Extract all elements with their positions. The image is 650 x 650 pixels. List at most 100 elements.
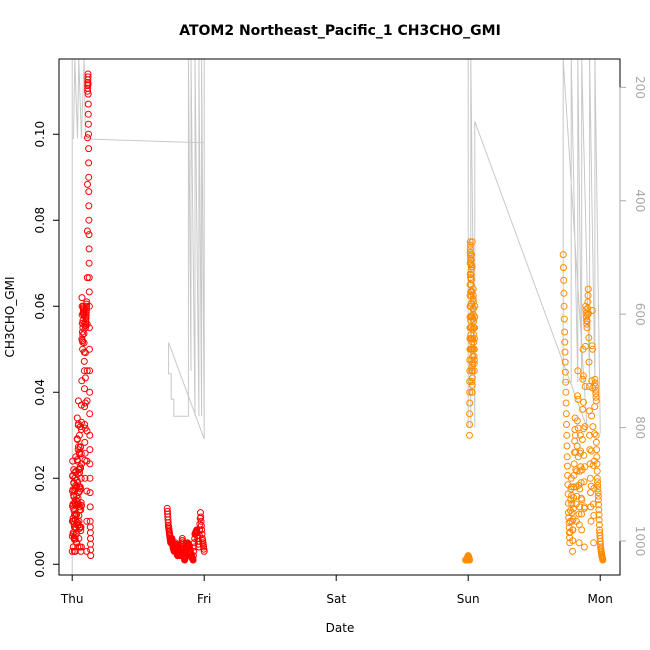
y-tick-label: 0.06 bbox=[33, 293, 47, 320]
orange-data-point bbox=[562, 410, 570, 418]
orange-data-point bbox=[468, 335, 476, 342]
red-data-point bbox=[78, 502, 85, 509]
orange-data-point bbox=[589, 423, 597, 431]
orange-data-point bbox=[470, 356, 478, 364]
orange-data-point bbox=[592, 431, 600, 439]
red-data-point bbox=[83, 367, 91, 375]
red-data-point bbox=[189, 552, 197, 560]
red-data-point bbox=[83, 517, 91, 525]
orange-data-point bbox=[470, 331, 478, 339]
orange-data-point bbox=[587, 447, 595, 455]
red-data-point bbox=[77, 474, 85, 482]
orange-data-point bbox=[468, 287, 475, 295]
orange-data-point bbox=[576, 431, 584, 439]
axes-layer: Thu Fri Sat Sun Mon 0.00 0.02 0.04 0.06 0.08 0.10 2… bbox=[33, 76, 647, 606]
red-data-point bbox=[80, 367, 88, 375]
red-data-point bbox=[86, 474, 94, 482]
orange-data-point bbox=[467, 251, 475, 259]
orange-data-point bbox=[576, 485, 584, 493]
red-data-point bbox=[85, 324, 93, 332]
orange-data-point bbox=[471, 324, 479, 332]
orange-data-point bbox=[578, 496, 586, 504]
red-data-point bbox=[80, 339, 88, 347]
orange-data-point bbox=[581, 463, 589, 471]
orange-data-point bbox=[594, 489, 602, 497]
orange-data-point bbox=[599, 556, 607, 564]
red-data-point bbox=[77, 523, 85, 531]
orange-data-point bbox=[468, 381, 476, 389]
orange-data-point bbox=[468, 275, 475, 283]
x-tick-label: Fri bbox=[197, 592, 211, 606]
red-data-point bbox=[81, 374, 89, 382]
orange-data-point bbox=[592, 386, 600, 394]
orange-data-point bbox=[582, 342, 589, 350]
orange-data-point bbox=[561, 348, 569, 356]
orange-data-point bbox=[582, 302, 590, 310]
red-data-point bbox=[77, 464, 85, 472]
red-data-point bbox=[83, 547, 91, 555]
orange-data-point bbox=[583, 317, 591, 325]
red-data-point bbox=[86, 503, 94, 511]
red-data-point bbox=[81, 399, 89, 407]
orange-data-point bbox=[468, 374, 476, 382]
orange-data-point bbox=[470, 338, 478, 346]
red-data-point bbox=[83, 320, 91, 328]
red-data-point bbox=[85, 130, 92, 138]
orange-data-point bbox=[587, 517, 595, 525]
orange-data-point bbox=[471, 302, 479, 310]
orange-data-point bbox=[567, 483, 575, 491]
red-data-point bbox=[77, 401, 85, 409]
red-data-point bbox=[85, 145, 93, 153]
orange-data-point bbox=[582, 309, 590, 317]
orange-data-point bbox=[470, 360, 478, 368]
orange-data-point bbox=[471, 313, 479, 321]
y2-tick-label: 800 bbox=[633, 416, 647, 439]
red-data-point bbox=[75, 535, 83, 542]
orange-data-point bbox=[559, 251, 567, 259]
red-data-point bbox=[84, 100, 92, 108]
orange-data-point bbox=[561, 338, 569, 346]
red-data-point bbox=[84, 134, 91, 142]
y-tick-label: 0.10 bbox=[33, 121, 47, 148]
red-data-point bbox=[73, 436, 81, 443]
red-data-point bbox=[85, 259, 93, 267]
orange-data-point bbox=[466, 399, 474, 407]
y2-tick-label: 600 bbox=[633, 303, 647, 326]
red-data-point bbox=[200, 547, 208, 555]
red-data-point bbox=[189, 556, 197, 564]
orange-data-point bbox=[578, 510, 585, 518]
orange-data-point bbox=[595, 501, 603, 509]
red-data-point bbox=[197, 513, 205, 521]
orange-data-point bbox=[585, 334, 593, 342]
orange-data-point bbox=[581, 383, 589, 390]
orange-data-point bbox=[576, 503, 583, 511]
orange-data-point bbox=[592, 397, 600, 405]
red-data-point bbox=[79, 331, 87, 339]
red-data-point bbox=[85, 159, 93, 167]
orange-data-point bbox=[564, 499, 572, 507]
orange-data-point bbox=[585, 358, 593, 366]
orange-data-point bbox=[595, 511, 603, 519]
y2-tick-label: 200 bbox=[633, 76, 647, 99]
red-data-point bbox=[190, 547, 198, 555]
orange-data-point bbox=[586, 446, 594, 454]
orange-data-point bbox=[590, 539, 598, 547]
red-data-point bbox=[83, 397, 91, 405]
orange-data-point bbox=[575, 539, 583, 547]
orange-data-point bbox=[563, 453, 571, 461]
red-data-point bbox=[198, 530, 206, 538]
orange-data-point bbox=[578, 526, 586, 534]
orange-data-point bbox=[562, 378, 570, 386]
orange-data-point bbox=[468, 363, 476, 371]
orange-data-point bbox=[468, 388, 476, 396]
orange-data-point bbox=[573, 417, 581, 425]
y2-tick-label: 1000 bbox=[633, 526, 647, 557]
red-data-point bbox=[86, 431, 94, 439]
orange-data-point bbox=[588, 307, 596, 314]
red-data-point bbox=[76, 503, 84, 511]
red-data-point bbox=[77, 499, 85, 507]
red-data-point bbox=[85, 188, 93, 196]
red-data-point bbox=[81, 449, 89, 457]
y-axis-label: CH3CHO_GMI bbox=[3, 276, 17, 357]
